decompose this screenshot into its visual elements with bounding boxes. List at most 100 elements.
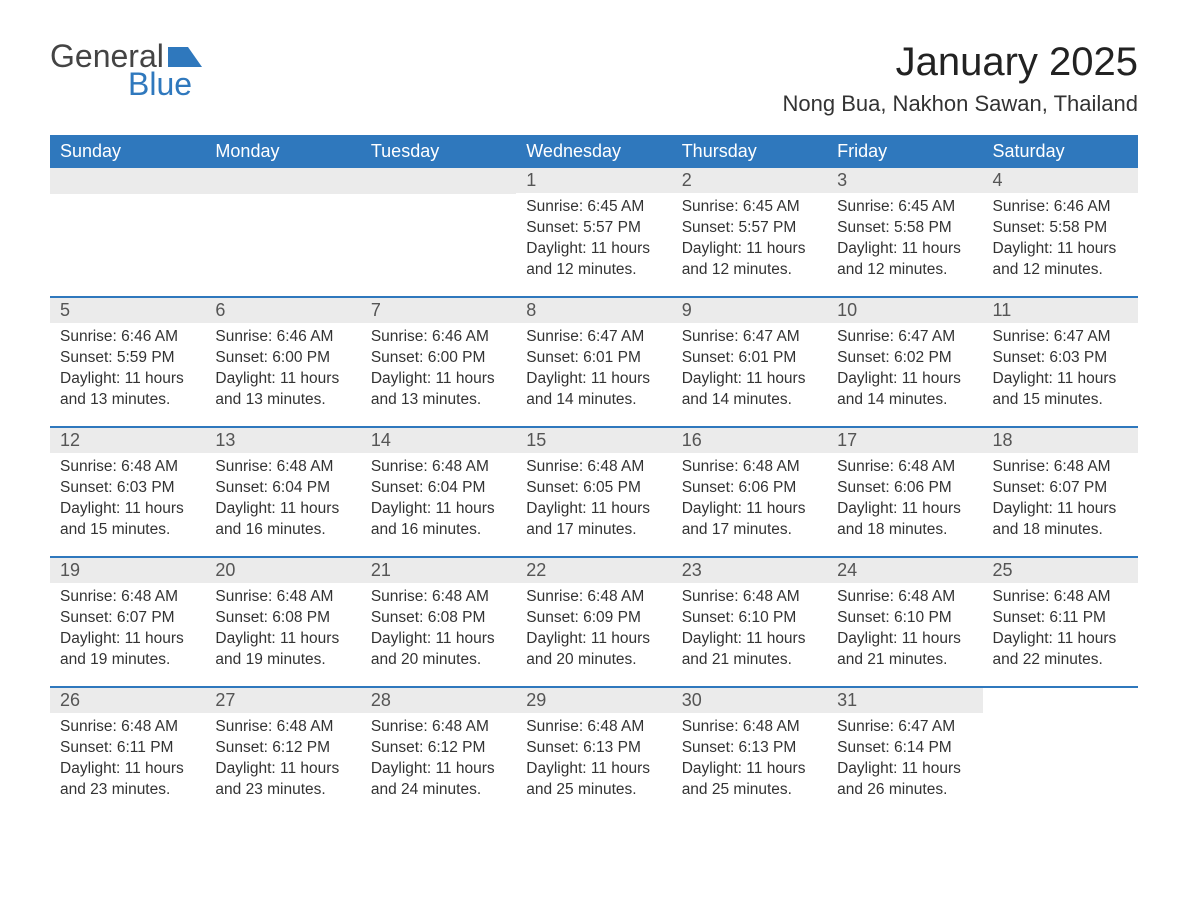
sunrise-line: Sunrise: 6:48 AM [215, 717, 350, 738]
daylight-line: Daylight: 11 hours and 13 minutes. [60, 369, 195, 411]
daylight-line: Daylight: 11 hours and 23 minutes. [215, 759, 350, 801]
calendar-cell: 21Sunrise: 6:48 AMSunset: 6:08 PMDayligh… [361, 557, 516, 687]
daylight-line: Daylight: 11 hours and 14 minutes. [682, 369, 817, 411]
day-details: Sunrise: 6:45 AMSunset: 5:57 PMDaylight:… [672, 193, 827, 289]
day-number: 7 [361, 298, 516, 323]
daylight-line: Daylight: 11 hours and 25 minutes. [682, 759, 817, 801]
day-number: 23 [672, 558, 827, 583]
sunset-line: Sunset: 5:59 PM [60, 348, 195, 369]
sunset-line: Sunset: 6:10 PM [837, 608, 972, 629]
daylight-line: Daylight: 11 hours and 20 minutes. [526, 629, 661, 671]
sunrise-line: Sunrise: 6:48 AM [993, 457, 1128, 478]
daylight-line: Daylight: 11 hours and 18 minutes. [993, 499, 1128, 541]
weekday-header: Saturday [983, 135, 1138, 168]
weekday-header: Monday [205, 135, 360, 168]
day-details: Sunrise: 6:48 AMSunset: 6:12 PMDaylight:… [205, 713, 360, 809]
location-subtitle: Nong Bua, Nakhon Sawan, Thailand [782, 91, 1138, 117]
title-block: January 2025 Nong Bua, Nakhon Sawan, Tha… [782, 40, 1138, 131]
sunset-line: Sunset: 6:04 PM [371, 478, 506, 499]
daylight-line: Daylight: 11 hours and 21 minutes. [837, 629, 972, 671]
daylight-line: Daylight: 11 hours and 14 minutes. [837, 369, 972, 411]
calendar-cell: 17Sunrise: 6:48 AMSunset: 6:06 PMDayligh… [827, 427, 982, 557]
day-number: 5 [50, 298, 205, 323]
daylight-line: Daylight: 11 hours and 21 minutes. [682, 629, 817, 671]
sunset-line: Sunset: 6:08 PM [215, 608, 350, 629]
sunrise-line: Sunrise: 6:48 AM [60, 457, 195, 478]
calendar-cell: 28Sunrise: 6:48 AMSunset: 6:12 PMDayligh… [361, 687, 516, 816]
sunrise-line: Sunrise: 6:48 AM [993, 587, 1128, 608]
daylight-line: Daylight: 11 hours and 12 minutes. [526, 239, 661, 281]
sunset-line: Sunset: 6:07 PM [993, 478, 1128, 499]
day-details: Sunrise: 6:46 AMSunset: 6:00 PMDaylight:… [205, 323, 360, 419]
calendar-cell: 7Sunrise: 6:46 AMSunset: 6:00 PMDaylight… [361, 297, 516, 427]
day-details: Sunrise: 6:48 AMSunset: 6:04 PMDaylight:… [361, 453, 516, 549]
day-number: 8 [516, 298, 671, 323]
day-details: Sunrise: 6:45 AMSunset: 5:57 PMDaylight:… [516, 193, 671, 289]
daylight-line: Daylight: 11 hours and 23 minutes. [60, 759, 195, 801]
calendar-cell: 30Sunrise: 6:48 AMSunset: 6:13 PMDayligh… [672, 687, 827, 816]
calendar-cell: 19Sunrise: 6:48 AMSunset: 6:07 PMDayligh… [50, 557, 205, 687]
sunset-line: Sunset: 6:12 PM [215, 738, 350, 759]
day-number: 15 [516, 428, 671, 453]
sunrise-line: Sunrise: 6:48 AM [682, 457, 817, 478]
sunset-line: Sunset: 5:57 PM [682, 218, 817, 239]
calendar-cell: 18Sunrise: 6:48 AMSunset: 6:07 PMDayligh… [983, 427, 1138, 557]
calendar-cell: 11Sunrise: 6:47 AMSunset: 6:03 PMDayligh… [983, 297, 1138, 427]
calendar-cell: 27Sunrise: 6:48 AMSunset: 6:12 PMDayligh… [205, 687, 360, 816]
sunset-line: Sunset: 6:02 PM [837, 348, 972, 369]
daylight-line: Daylight: 11 hours and 16 minutes. [215, 499, 350, 541]
sunset-line: Sunset: 6:05 PM [526, 478, 661, 499]
sunrise-line: Sunrise: 6:48 AM [215, 457, 350, 478]
sunrise-line: Sunrise: 6:47 AM [682, 327, 817, 348]
sunrise-line: Sunrise: 6:48 AM [60, 587, 195, 608]
day-number: 19 [50, 558, 205, 583]
sunrise-line: Sunrise: 6:48 AM [682, 717, 817, 738]
day-details: Sunrise: 6:48 AMSunset: 6:07 PMDaylight:… [983, 453, 1138, 549]
calendar-cell: 20Sunrise: 6:48 AMSunset: 6:08 PMDayligh… [205, 557, 360, 687]
page-title: January 2025 [782, 40, 1138, 85]
day-details: Sunrise: 6:48 AMSunset: 6:06 PMDaylight:… [672, 453, 827, 549]
daylight-line: Daylight: 11 hours and 26 minutes. [837, 759, 972, 801]
sunrise-line: Sunrise: 6:47 AM [526, 327, 661, 348]
calendar-cell: 31Sunrise: 6:47 AMSunset: 6:14 PMDayligh… [827, 687, 982, 816]
sunrise-line: Sunrise: 6:46 AM [60, 327, 195, 348]
daylight-line: Daylight: 11 hours and 12 minutes. [682, 239, 817, 281]
day-number: 24 [827, 558, 982, 583]
day-details: Sunrise: 6:46 AMSunset: 6:00 PMDaylight:… [361, 323, 516, 419]
day-number: 18 [983, 428, 1138, 453]
sunset-line: Sunset: 6:12 PM [371, 738, 506, 759]
daylight-line: Daylight: 11 hours and 14 minutes. [526, 369, 661, 411]
header: General Blue January 2025 Nong Bua, Nakh… [50, 40, 1138, 131]
calendar-cell: 29Sunrise: 6:48 AMSunset: 6:13 PMDayligh… [516, 687, 671, 816]
calendar-cell: 12Sunrise: 6:48 AMSunset: 6:03 PMDayligh… [50, 427, 205, 557]
daylight-line: Daylight: 11 hours and 13 minutes. [215, 369, 350, 411]
sunrise-line: Sunrise: 6:46 AM [371, 327, 506, 348]
sunset-line: Sunset: 6:13 PM [526, 738, 661, 759]
sunrise-line: Sunrise: 6:48 AM [526, 587, 661, 608]
sunset-line: Sunset: 6:03 PM [993, 348, 1128, 369]
day-number: 2 [672, 168, 827, 193]
calendar-cell: 2Sunrise: 6:45 AMSunset: 5:57 PMDaylight… [672, 168, 827, 297]
sunset-line: Sunset: 6:13 PM [682, 738, 817, 759]
day-details: Sunrise: 6:47 AMSunset: 6:14 PMDaylight:… [827, 713, 982, 809]
sunset-line: Sunset: 6:07 PM [60, 608, 195, 629]
calendar-cell: 3Sunrise: 6:45 AMSunset: 5:58 PMDaylight… [827, 168, 982, 297]
calendar-header-row: SundayMondayTuesdayWednesdayThursdayFrid… [50, 135, 1138, 168]
sunset-line: Sunset: 5:58 PM [837, 218, 972, 239]
sunrise-line: Sunrise: 6:48 AM [526, 457, 661, 478]
sunset-line: Sunset: 6:00 PM [215, 348, 350, 369]
day-number-empty [50, 168, 205, 194]
calendar-cell: 22Sunrise: 6:48 AMSunset: 6:09 PMDayligh… [516, 557, 671, 687]
sunrise-line: Sunrise: 6:48 AM [371, 717, 506, 738]
calendar-cell: 6Sunrise: 6:46 AMSunset: 6:00 PMDaylight… [205, 297, 360, 427]
day-number: 14 [361, 428, 516, 453]
calendar-cell: 15Sunrise: 6:48 AMSunset: 6:05 PMDayligh… [516, 427, 671, 557]
sunset-line: Sunset: 6:03 PM [60, 478, 195, 499]
calendar-cell [983, 687, 1138, 816]
day-details: Sunrise: 6:48 AMSunset: 6:08 PMDaylight:… [205, 583, 360, 679]
day-number: 10 [827, 298, 982, 323]
day-number: 3 [827, 168, 982, 193]
day-details: Sunrise: 6:47 AMSunset: 6:02 PMDaylight:… [827, 323, 982, 419]
logo: General Blue [50, 40, 202, 100]
calendar-cell: 25Sunrise: 6:48 AMSunset: 6:11 PMDayligh… [983, 557, 1138, 687]
